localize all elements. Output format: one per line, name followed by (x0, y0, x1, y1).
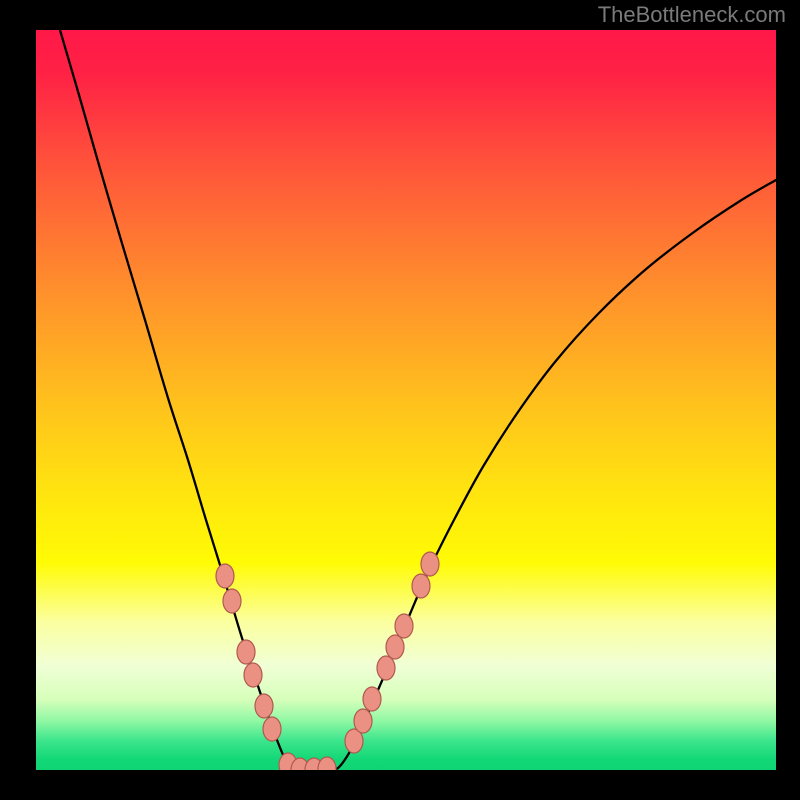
data-marker (318, 757, 336, 770)
curve-left (60, 30, 297, 770)
data-marker (255, 694, 273, 718)
outer-frame: TheBottleneck.com (0, 0, 800, 800)
data-marker (377, 656, 395, 680)
data-marker (395, 614, 413, 638)
data-marker (354, 709, 372, 733)
data-marker (421, 552, 439, 576)
plot-area (36, 30, 776, 770)
data-marker (412, 574, 430, 598)
data-marker (216, 564, 234, 588)
curve-right (331, 180, 776, 770)
data-marker (386, 635, 404, 659)
data-marker (263, 717, 281, 741)
data-marker (363, 687, 381, 711)
chart-overlay (36, 30, 776, 770)
data-marker (244, 663, 262, 687)
data-marker (237, 640, 255, 664)
data-marker (223, 589, 241, 613)
watermark-text: TheBottleneck.com (598, 2, 786, 28)
